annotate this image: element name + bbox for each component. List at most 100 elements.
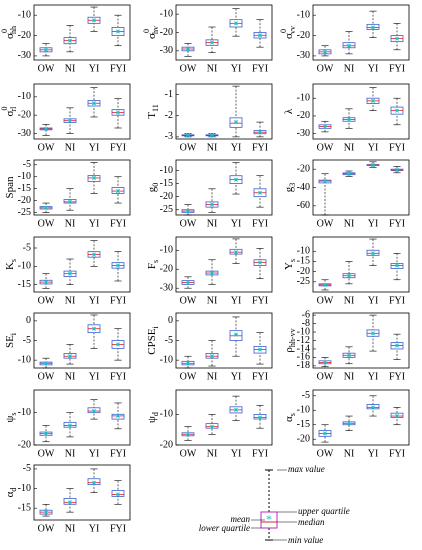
y-axis-label: SEi xyxy=(4,332,19,348)
box-plot: -10 -5 0 CPSEi OW NI YI FYI xyxy=(146,312,273,382)
x-tick-label: OW xyxy=(180,63,197,74)
y-label-base: K xyxy=(4,262,16,270)
plot-frame xyxy=(175,83,273,140)
plot-frame xyxy=(175,159,273,216)
mean-marker xyxy=(43,361,49,366)
box-plot: -30 -20 -10 Fs OW NI YI FYI xyxy=(146,236,273,306)
mean-marker xyxy=(115,110,121,115)
y-label-sub: s xyxy=(288,259,297,262)
y-tick-label: -15 xyxy=(18,279,31,290)
y-tick-label: -25 xyxy=(297,276,310,287)
box-plot: -30 -20 -10λ OW NI YI FYI xyxy=(283,83,410,153)
y-label-base: α xyxy=(283,416,295,422)
quartile-box xyxy=(229,117,243,128)
x-tick-label: FYI xyxy=(252,63,268,74)
x-tick-label: OW xyxy=(180,295,197,306)
mean-marker xyxy=(43,205,49,210)
y-label-base: σ xyxy=(4,110,16,116)
mean-marker xyxy=(370,25,376,30)
y-label-sub: hh-vv xyxy=(288,328,297,347)
y-tick-label: -10 xyxy=(160,354,173,365)
quartile-box xyxy=(390,263,404,269)
y-tick-label: -6 xyxy=(302,309,310,320)
y-tick-label: -16 xyxy=(297,352,310,363)
y-axis-label: T11 xyxy=(146,104,161,118)
x-tick-label: FYI xyxy=(110,295,126,306)
y-tick-label: -20 xyxy=(297,30,310,41)
y-tick-label: -20 xyxy=(160,27,173,38)
x-tick-label: OW xyxy=(38,63,55,74)
x-tick-label: OW xyxy=(38,448,55,459)
y-label-sub: d xyxy=(9,488,18,492)
x-tick-label: FYI xyxy=(252,142,268,153)
mean-marker xyxy=(91,326,97,331)
x-tick-label: OW xyxy=(317,142,334,153)
x-tick-label: OW xyxy=(38,523,55,534)
mean-marker xyxy=(370,98,376,103)
mean-marker xyxy=(91,252,97,257)
mean-marker xyxy=(43,47,49,52)
plot-frame xyxy=(33,4,131,61)
mean-marker xyxy=(346,43,352,48)
y-axis-label: ψd xyxy=(146,412,161,423)
y-tick-label: -10 xyxy=(297,92,310,103)
x-tick-label: FYI xyxy=(110,448,126,459)
y-tick-label: -20 xyxy=(297,434,310,445)
x-tick-label: OW xyxy=(317,371,334,382)
mean-marker xyxy=(115,29,121,34)
legend-label: mean xyxy=(231,514,251,524)
legend-label: upper quartile xyxy=(298,506,350,516)
mean-marker xyxy=(394,36,400,41)
y-label-sub: 3 xyxy=(288,183,297,187)
mean-marker xyxy=(91,408,97,414)
x-tick-label: OW xyxy=(38,371,55,382)
y-label-sub: vv xyxy=(288,26,297,34)
y-tick-label: -20 xyxy=(18,30,31,41)
x-tick-label: FYI xyxy=(110,218,126,229)
y-tick-label: -10 xyxy=(18,354,31,365)
plot-frame xyxy=(175,389,273,446)
y-tick-label: -30 xyxy=(18,50,31,61)
y-label-sub: i xyxy=(9,332,18,335)
mean-marker xyxy=(91,480,97,485)
y-axis-label: Ys xyxy=(283,259,298,270)
mean-marker xyxy=(209,202,215,207)
y-label-base: g xyxy=(283,186,295,192)
mean-marker xyxy=(43,510,49,515)
x-tick-label: YI xyxy=(231,371,242,382)
x-tick-label: YI xyxy=(368,295,379,306)
x-tick-label: YI xyxy=(89,448,100,459)
x-tick-label: NI xyxy=(65,218,76,229)
y-tick-label: -30 xyxy=(18,128,31,139)
mean-marker xyxy=(185,46,191,52)
x-tick-label: FYI xyxy=(389,295,405,306)
mean-marker xyxy=(185,209,191,214)
x-tick-label: NI xyxy=(207,448,218,459)
x-tick-label: OW xyxy=(180,218,197,229)
box-plot: -3 -2 -1 T11 OW NI YI FYI xyxy=(146,83,273,153)
x-tick-label: NI xyxy=(207,218,218,229)
y-label-base: Span xyxy=(4,176,16,199)
mean-marker xyxy=(67,38,73,43)
plot-frame xyxy=(312,389,410,446)
x-tick-label: OW xyxy=(38,142,55,153)
mean-marker xyxy=(209,40,215,45)
mean-marker xyxy=(209,270,215,276)
y-label-sub: s xyxy=(9,259,18,262)
y-tick-label: -14 xyxy=(297,343,310,354)
y-label-sup: 0 xyxy=(142,29,151,33)
mean-marker xyxy=(67,199,73,204)
y-tick-label: -10 xyxy=(160,409,173,420)
plot-frame xyxy=(175,236,273,293)
y-label-sup: 0 xyxy=(0,29,9,33)
x-tick-label: FYI xyxy=(110,142,126,153)
x-tick-label: FYI xyxy=(389,63,405,74)
y-axis-label: g3 xyxy=(283,183,298,193)
y-tick-label: -20 xyxy=(160,191,173,202)
y-axis-label: σ0rl xyxy=(0,106,18,117)
mean-marker xyxy=(233,177,239,182)
box-plot: -18-16-14-12-10-8-6 ρhh-vv OW NI YI FYI xyxy=(283,309,410,382)
y-tick-label: -15 xyxy=(297,256,310,267)
